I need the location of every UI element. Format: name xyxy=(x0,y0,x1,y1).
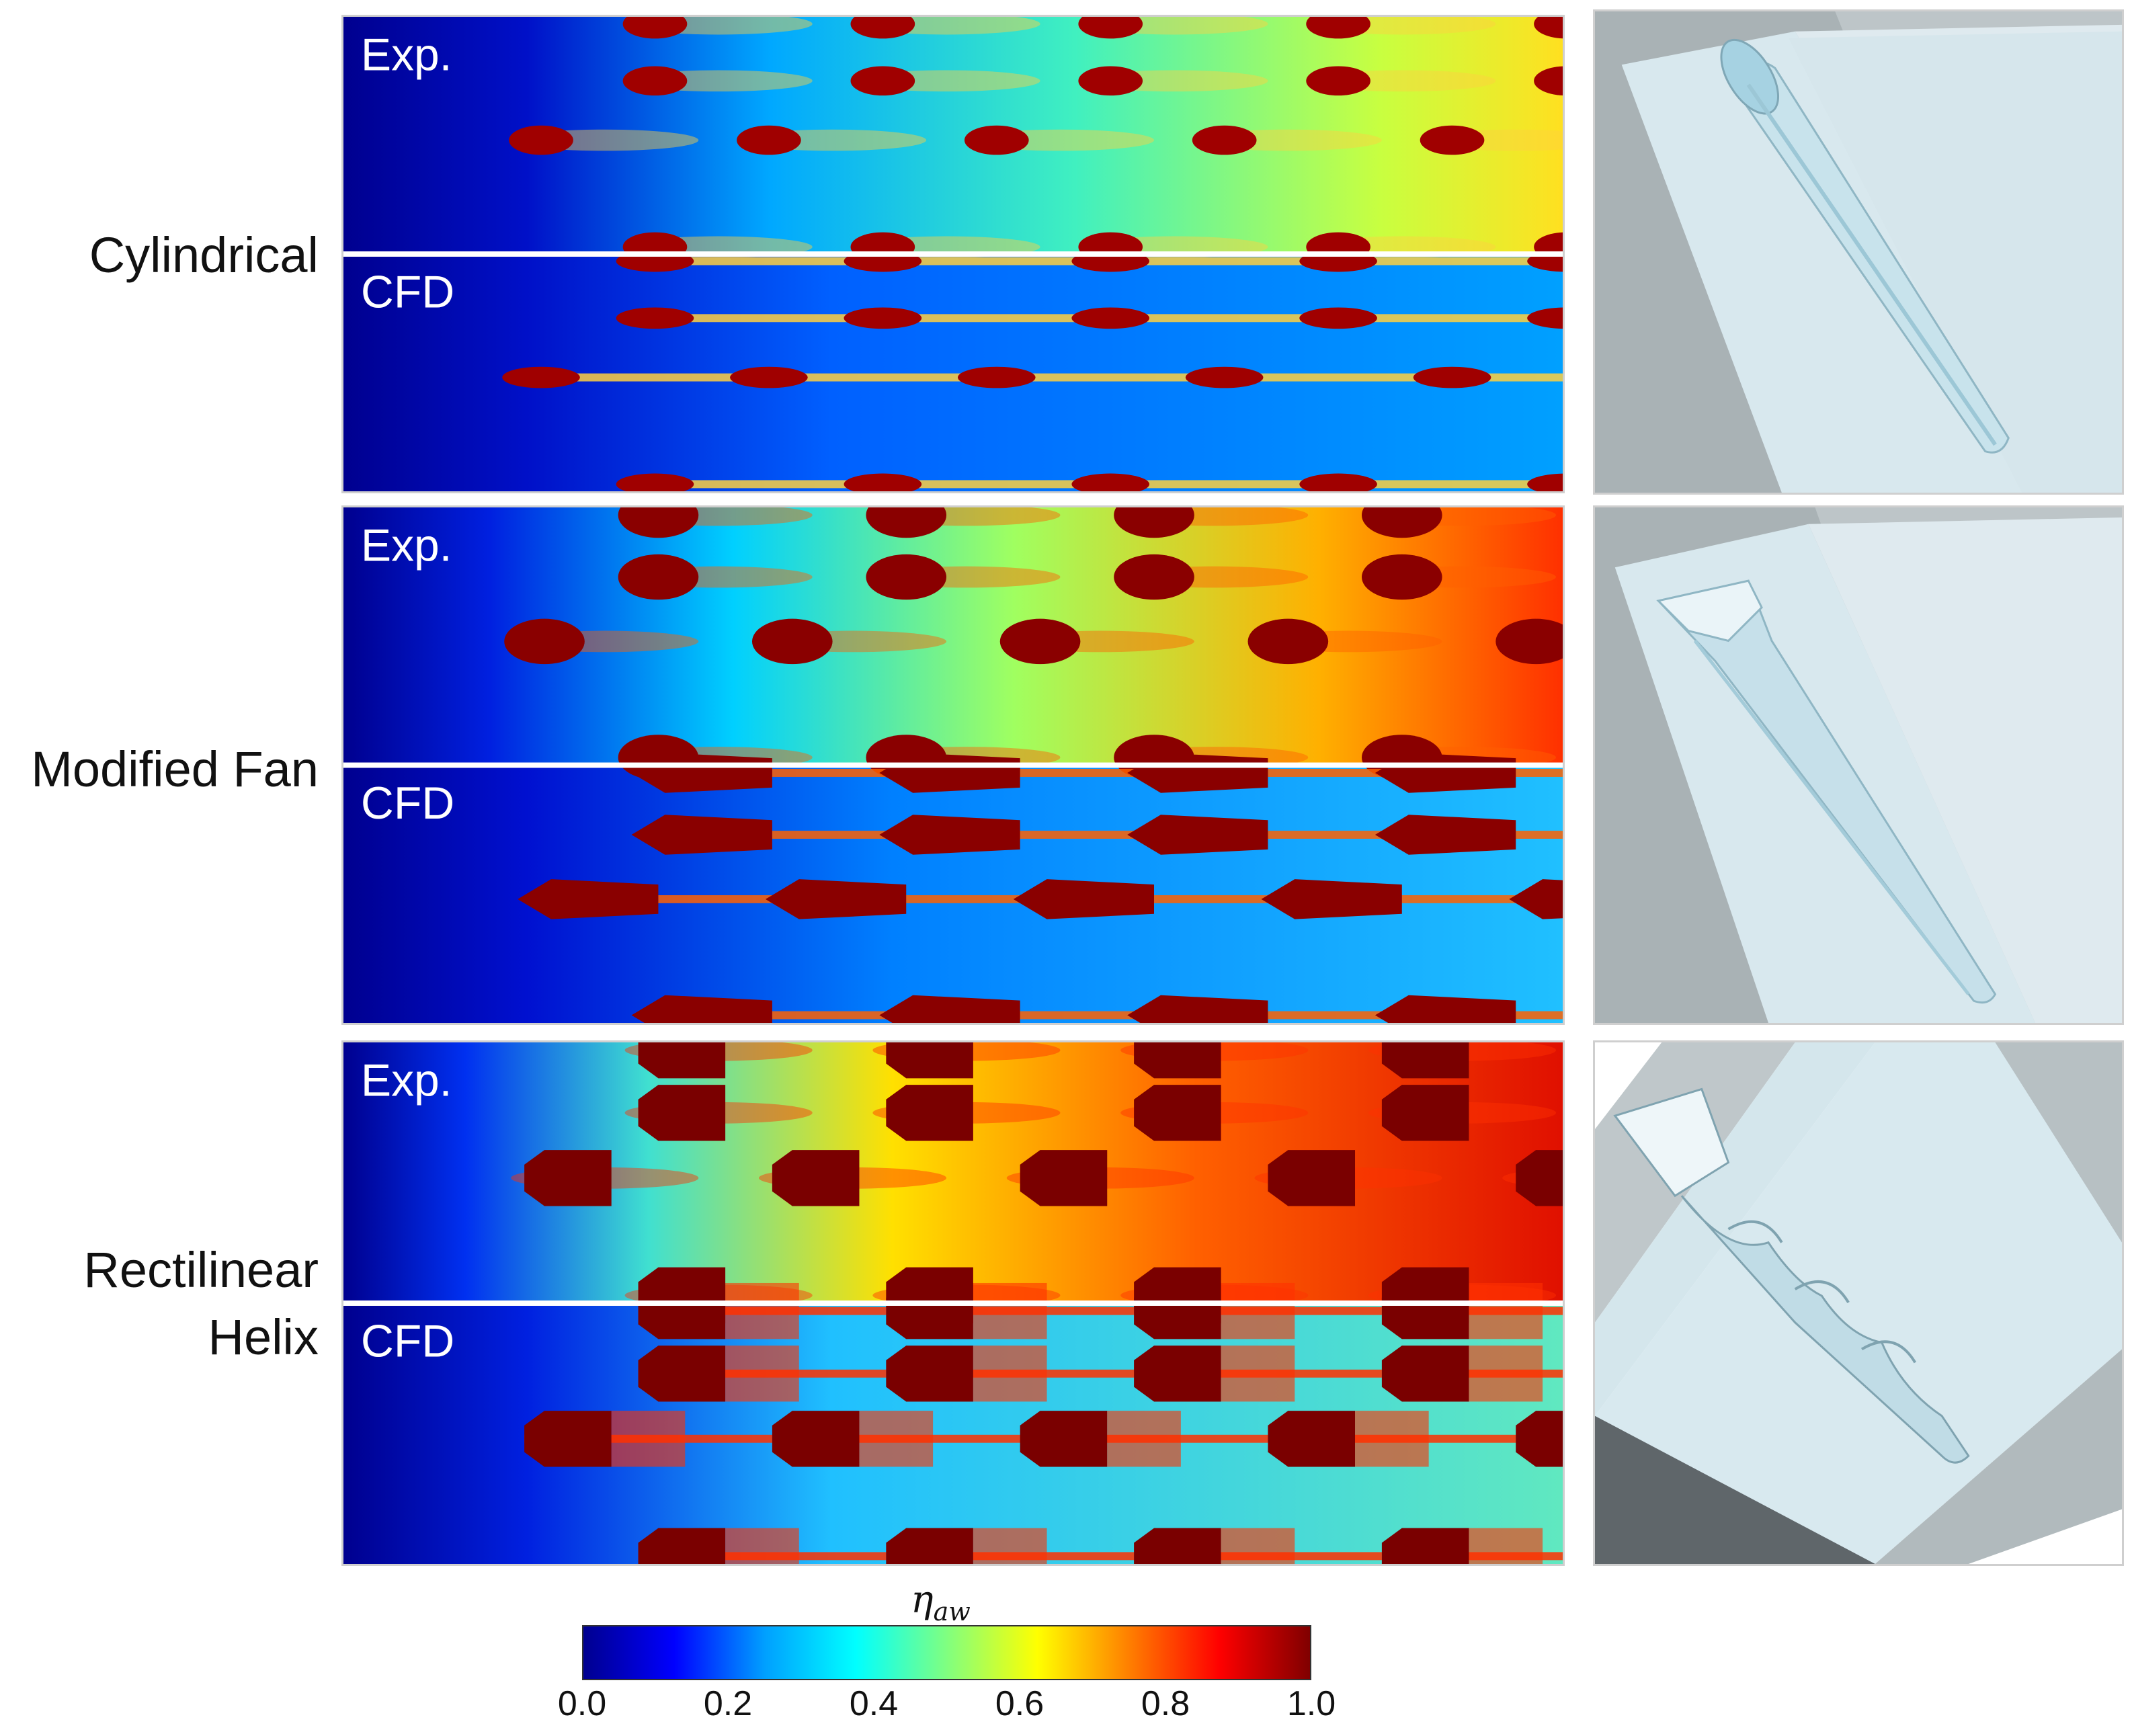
exp-tag: Exp. xyxy=(361,30,452,80)
cfd-tag: CFD xyxy=(361,267,454,317)
row-label-modified-fan: Modified Fan xyxy=(31,741,319,797)
colorbar-tick-5: 1.0 xyxy=(1286,1684,1336,1723)
row-label-cylindrical: Cylindrical xyxy=(89,227,319,283)
contour-panel-modified-fan: Exp. CFD xyxy=(341,505,1565,1025)
cfd-tag: CFD xyxy=(361,1317,454,1367)
colorbar-tick-4: 0.8 xyxy=(1141,1684,1190,1723)
colorbar-tick-1: 0.2 xyxy=(703,1684,753,1723)
cad-view-modified-fan-hole xyxy=(1593,505,2124,1025)
cfd-tag: CFD xyxy=(361,778,454,829)
exp-tag: Exp. xyxy=(361,1056,452,1106)
exp-tag: Exp. xyxy=(361,521,452,571)
colorbar-tick-3: 0.6 xyxy=(995,1684,1044,1723)
colorbar-tick-0: 0.0 xyxy=(557,1684,607,1723)
colorbar xyxy=(582,1625,1311,1680)
row-label-rectilinear-helix: Rectilinear Helix xyxy=(83,1242,319,1365)
colorbar-tick-2: 0.4 xyxy=(849,1684,899,1723)
cad-view-cylindrical-hole xyxy=(1593,9,2124,495)
colorbar-title: ηaw xyxy=(911,1578,971,1627)
contour-panel-rectilinear-helix: Exp. CFD xyxy=(341,1040,1565,1566)
contour-panel-cylindrical: Exp. CFD xyxy=(341,15,1565,493)
cad-view-rectilinear-helix-hole xyxy=(1593,1040,2124,1566)
